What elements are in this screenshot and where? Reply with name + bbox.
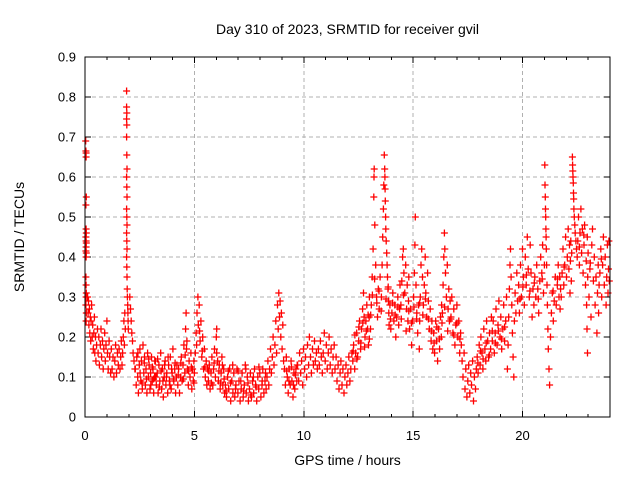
y-tick-labels: 0 0.1 0.2 0.3 0.4 0.5 0.6 0.7 0.8 0.9: [58, 50, 76, 425]
x-tick-label: 15: [406, 428, 420, 443]
axis-ticks: [84, 56, 611, 418]
chart-title: Day 310 of 2023, SRMTID for receiver gvi…: [216, 21, 479, 37]
y-tick-label: 0.8: [58, 90, 76, 105]
x-tick-label: 5: [191, 428, 198, 443]
y-tick-label: 0: [69, 410, 76, 425]
y-tick-label: 0.5: [58, 210, 76, 225]
x-tick-label: 20: [515, 428, 529, 443]
x-tick-label: 0: [81, 428, 88, 443]
y-tick-label: 0.2: [58, 330, 76, 345]
y-tick-label: 0.3: [58, 290, 76, 305]
grid-lines: [85, 57, 610, 417]
y-tick-label: 0.1: [58, 370, 76, 385]
x-axis-label: GPS time / hours: [294, 452, 401, 468]
y-tick-label: 0.7: [58, 130, 76, 145]
data-points: [82, 87, 613, 405]
y-tick-label: 0.4: [58, 250, 76, 265]
x-tick-labels: 0 5 10 15 20: [81, 428, 529, 443]
plot-border: [84, 56, 611, 418]
y-tick-label: 0.6: [58, 170, 76, 185]
y-tick-label: 0.9: [58, 50, 76, 65]
x-tick-label: 10: [297, 428, 311, 443]
